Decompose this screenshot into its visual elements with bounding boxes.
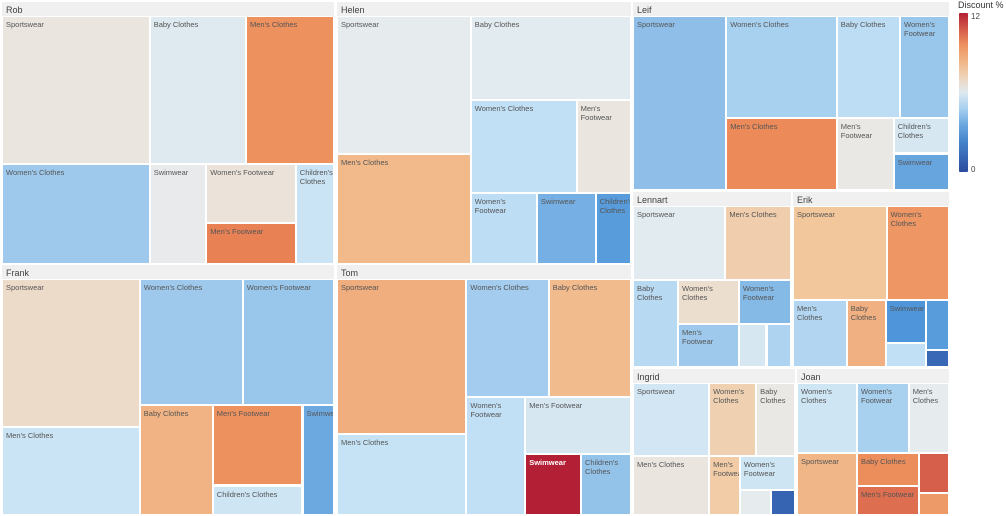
treemap-cell[interactable]: Women's Footwear [738, 280, 791, 324]
treemap-cell[interactable]: Men's Footwear [212, 405, 303, 486]
treemap-cell[interactable] [925, 300, 949, 351]
group-header-ingrid: Ingrid [633, 369, 795, 383]
group-header-tom: Tom [337, 265, 631, 279]
treemap-cell[interactable]: Men's Clothes [633, 456, 710, 515]
treemap-cell[interactable]: Baby Clothes [857, 453, 920, 486]
treemap-cell[interactable] [925, 350, 949, 367]
treemap-cell[interactable]: Men's Footwear [576, 100, 631, 194]
group-header-rob: Rob [2, 2, 334, 16]
treemap-cell[interactable]: Men's Footwear [525, 397, 631, 454]
treemap-cell[interactable]: Women's Footwear [739, 456, 795, 490]
treemap-cell[interactable]: Sportswear [337, 16, 471, 154]
treemap-cell[interactable]: Sportswear [2, 16, 150, 164]
legend-max-label: 12 [971, 12, 980, 21]
group-header-frank: Frank [2, 265, 334, 279]
treemap-cell[interactable]: Baby Clothes [139, 405, 213, 515]
treemap-cell[interactable]: Sportswear [797, 453, 857, 515]
treemap-cell[interactable]: Sportswear [633, 383, 710, 457]
group-header-erik: Erik [793, 192, 949, 206]
treemap-cell[interactable]: Women's Clothes [797, 383, 857, 453]
treemap-cell[interactable]: Women's Clothes [2, 163, 150, 264]
color-legend: Discount % 12 0 [956, 0, 1006, 180]
treemap-cell[interactable]: Women's Footwear [470, 193, 537, 264]
treemap-cell[interactable]: Men's Clothes [337, 433, 467, 515]
treemap-cell[interactable]: Men's Clothes [2, 426, 140, 515]
treemap-cell[interactable]: Swimwear [893, 153, 949, 190]
group-header-leif: Leif [633, 2, 949, 16]
treemap-cell[interactable]: Swimwear [149, 163, 207, 264]
treemap-cell[interactable]: Men's Clothes [246, 16, 334, 164]
treemap-cell[interactable]: Children's Clothes [581, 453, 631, 515]
treemap-cell[interactable]: Men's Footwear [206, 223, 296, 264]
treemap-cell[interactable]: Women's Clothes [886, 206, 949, 301]
treemap-cell[interactable]: Women's Footwear [857, 383, 909, 453]
treemap-cell[interactable]: Children's Clothes [212, 485, 303, 515]
treemap-cell[interactable]: Women's Footwear [900, 16, 949, 118]
treemap-cell[interactable] [919, 492, 949, 515]
treemap-cell[interactable]: Sportswear [793, 206, 887, 301]
treemap-cell[interactable]: Baby Clothes [836, 16, 900, 118]
group-header-lennart: Lennart [633, 192, 791, 206]
treemap-cell[interactable]: Sportswear [2, 279, 140, 427]
treemap-cell[interactable]: Swimwear [525, 453, 582, 515]
treemap-cell[interactable]: Men's Clothes [793, 300, 847, 367]
treemap-cell[interactable] [738, 323, 767, 367]
treemap-cell[interactable]: Children's Clothes [295, 163, 334, 264]
treemap-cell[interactable]: Swimwear [885, 300, 926, 343]
treemap-cell[interactable]: Men's Clothes [908, 383, 949, 453]
treemap-cell[interactable]: Sportswear [633, 16, 727, 190]
treemap-cell[interactable] [766, 323, 791, 367]
treemap-cell[interactable]: Women's Footwear [466, 397, 526, 515]
treemap-cell[interactable]: Baby Clothes [470, 16, 631, 101]
treemap-cell[interactable]: Children's Clothes [893, 117, 949, 154]
treemap-cell[interactable]: Baby Clothes [756, 383, 795, 457]
treemap-cell[interactable]: Baby Clothes [633, 280, 678, 367]
treemap-cell[interactable]: Women's Footwear [206, 163, 296, 224]
treemap-cell[interactable]: Swimwear [536, 193, 596, 264]
treemap-cell[interactable]: Sportswear [337, 279, 467, 434]
treemap-cell[interactable]: Women's Clothes [466, 279, 549, 397]
treemap-cell[interactable]: Baby Clothes [149, 16, 246, 164]
treemap-cell[interactable] [739, 489, 771, 515]
treemap-cell[interactable]: Men's Clothes [337, 153, 471, 264]
treemap-cell[interactable]: Men's Footwear [836, 117, 894, 190]
treemap-cell[interactable] [885, 342, 926, 367]
treemap-cell[interactable]: Sportswear [633, 206, 726, 281]
treemap-cell[interactable]: Women's Footwear [242, 279, 334, 406]
treemap-cell[interactable]: Men's Footwear [709, 456, 740, 515]
treemap-cell[interactable]: Women's Clothes [709, 383, 757, 457]
treemap-cell[interactable] [919, 453, 949, 493]
treemap-cell[interactable]: Women's Clothes [726, 16, 837, 118]
legend-title: Discount % [958, 0, 1004, 10]
treemap-cell[interactable]: Men's Clothes [725, 206, 791, 281]
treemap-cell[interactable]: Women's Clothes [470, 100, 577, 194]
treemap-cell[interactable]: Men's Clothes [726, 117, 837, 190]
legend-gradient [959, 13, 968, 172]
treemap-cell[interactable]: Swimwear [302, 405, 334, 515]
treemap-cell[interactable]: Baby Clothes [548, 279, 631, 397]
treemap-cell[interactable]: Men's Footwear [678, 323, 739, 367]
group-header-joan: Joan [797, 369, 949, 383]
treemap-cell[interactable]: Women's Clothes [139, 279, 243, 406]
group-header-helen: Helen [337, 2, 631, 16]
treemap-cell[interactable]: Children's Clothes [595, 193, 631, 264]
treemap-cell[interactable]: Baby Clothes [846, 300, 886, 367]
treemap-cell[interactable]: Women's Clothes [678, 280, 739, 324]
treemap-cell[interactable] [770, 489, 795, 515]
legend-min-label: 0 [971, 165, 976, 174]
treemap-cell[interactable]: Men's Footwear [857, 486, 920, 515]
